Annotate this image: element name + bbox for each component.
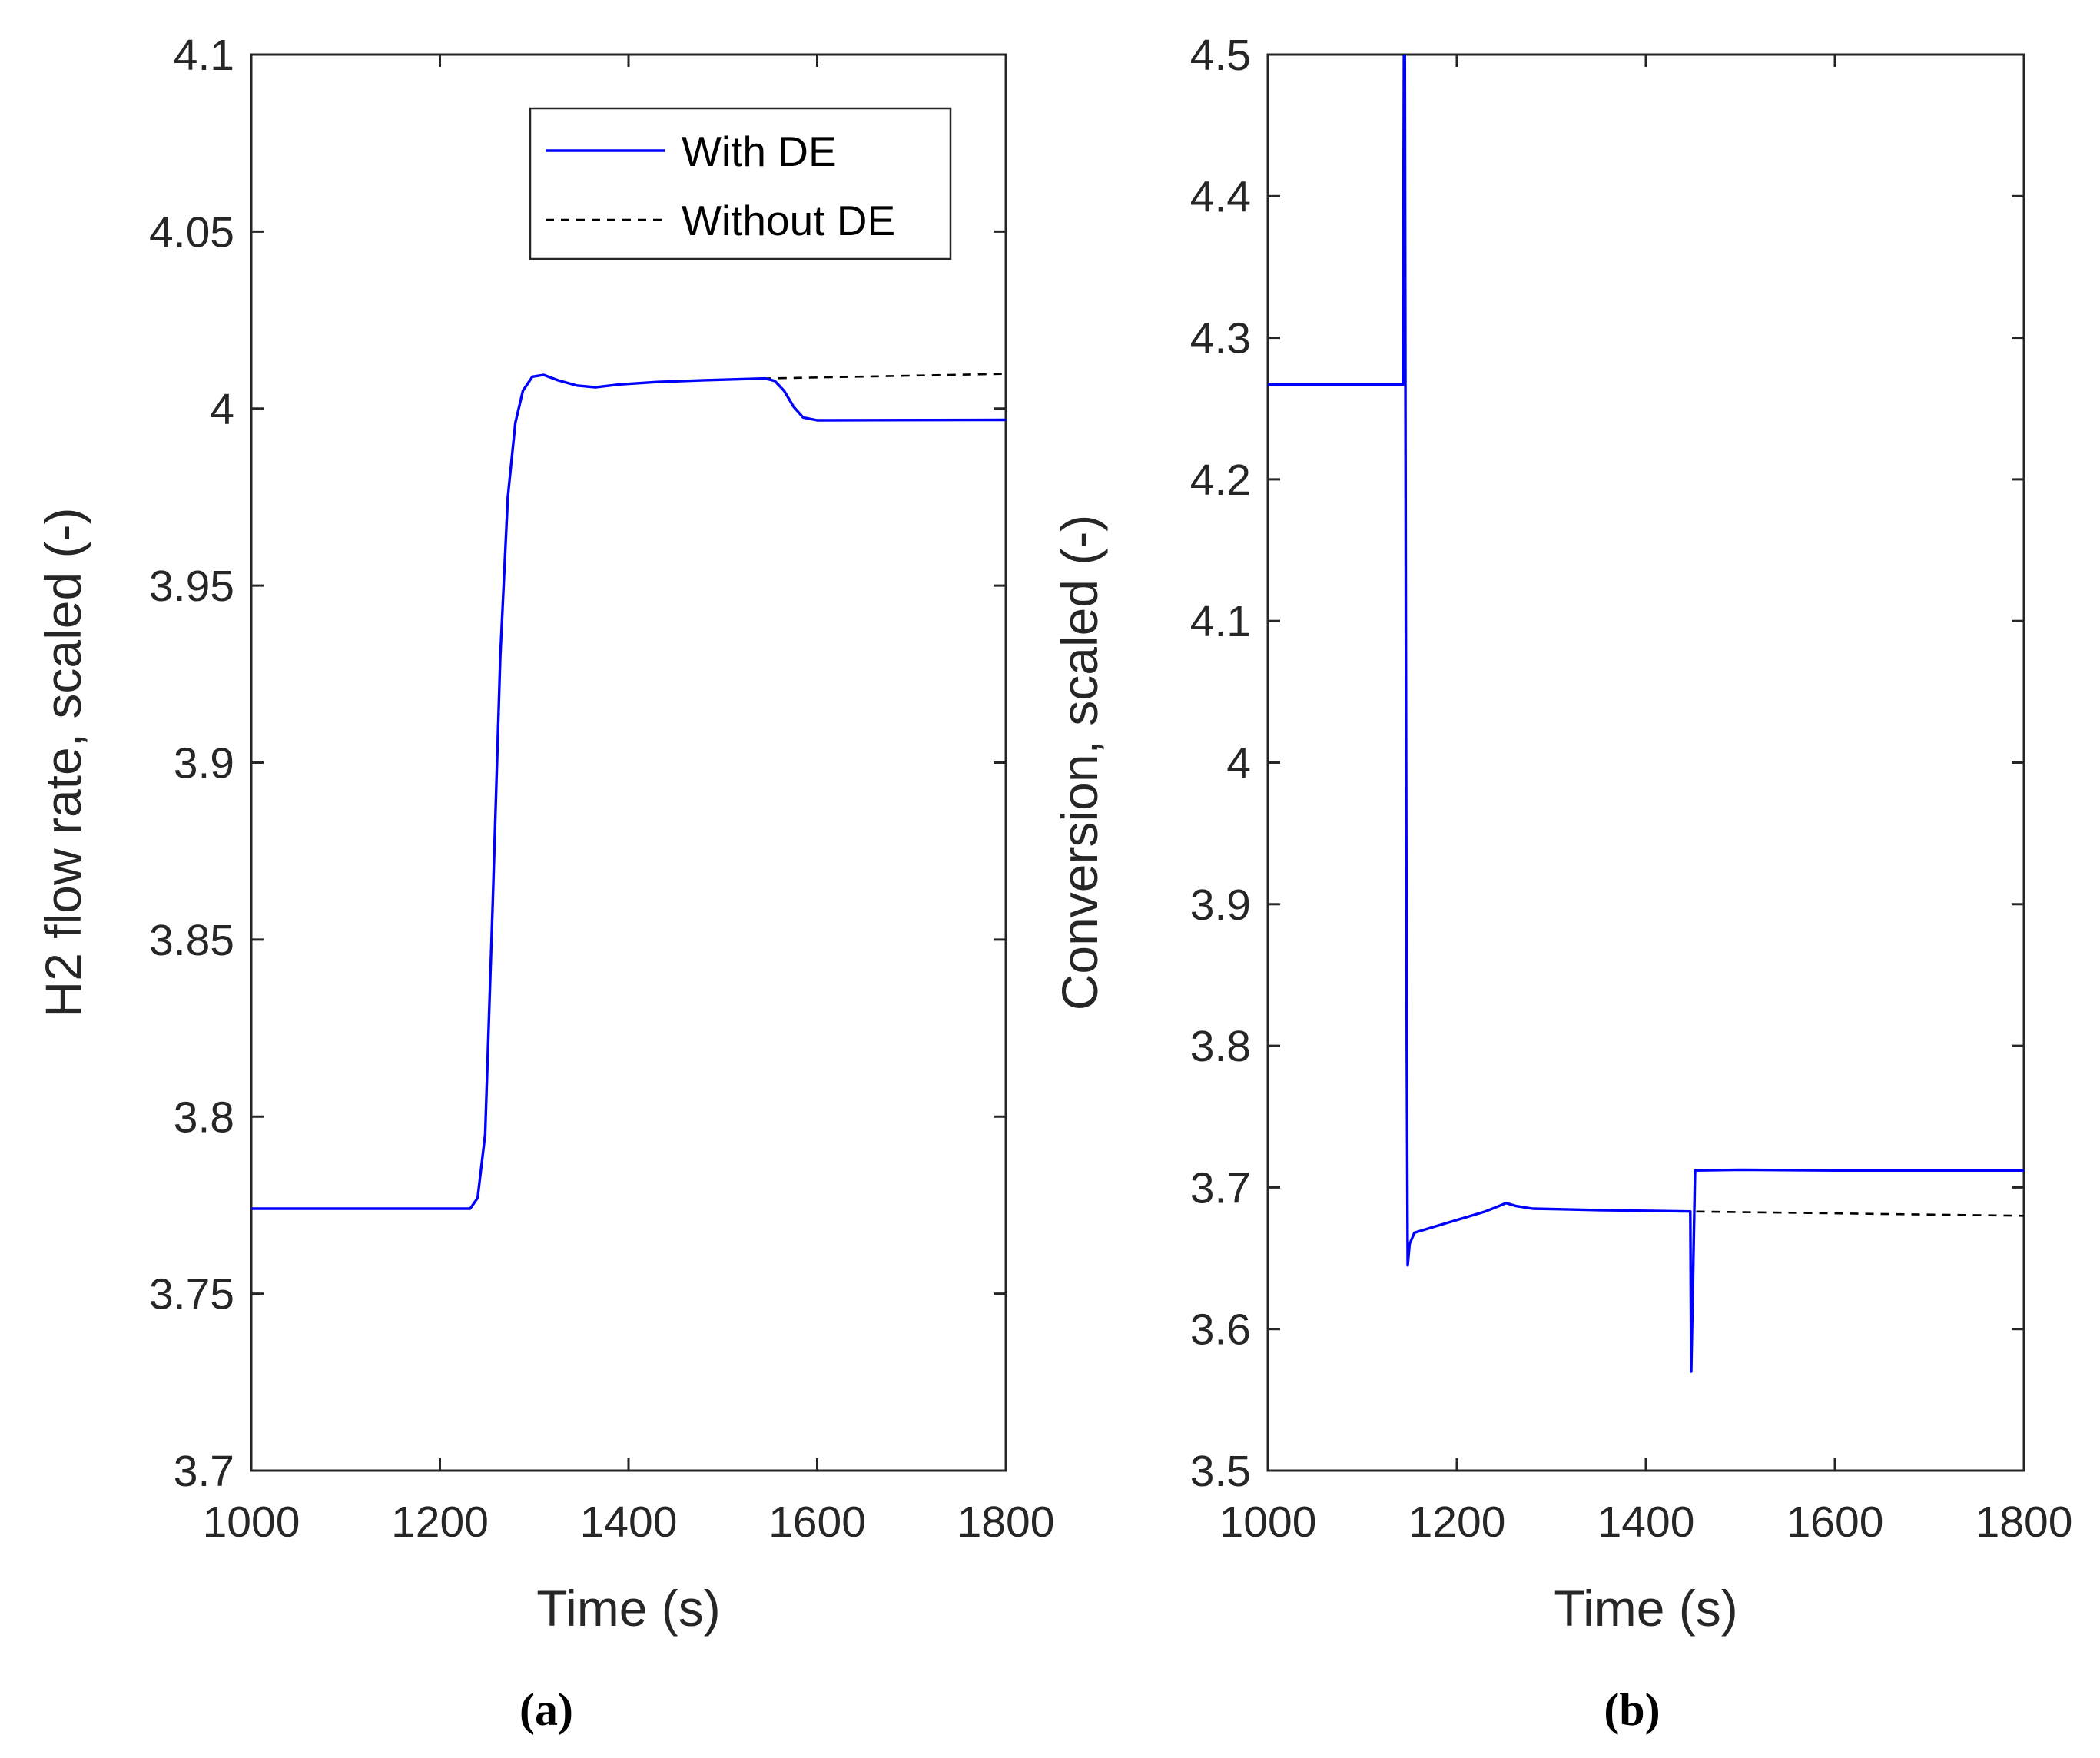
series-with-de-line: [251, 373, 1006, 1210]
y-tick-label: 3.75: [149, 1270, 234, 1319]
sub-caption: (b): [1604, 1684, 1660, 1735]
series-without-de-line: [251, 373, 1006, 1210]
x-tick-label: 1000: [203, 1498, 300, 1547]
legend-box: [529, 107, 952, 260]
legend-label: With DE: [682, 128, 837, 175]
y-tick-label: 3.9: [1190, 881, 1251, 930]
x-axis-label: Time (s): [536, 1580, 721, 1637]
x-tick-label: 1400: [580, 1498, 678, 1547]
y-tick-label: 3.95: [149, 562, 234, 611]
y-tick-label: 4.05: [149, 207, 234, 257]
y-tick-label: 3.8: [174, 1093, 234, 1142]
y-tick-label: 4.1: [1190, 597, 1251, 646]
x-tick-label: 1800: [957, 1498, 1055, 1547]
y-tick-label: 4.5: [1190, 31, 1251, 80]
x-tick-label: 1200: [1408, 1498, 1506, 1547]
y-tick-label: 3.7: [174, 1447, 234, 1496]
x-tick-label: 1000: [1219, 1498, 1317, 1547]
x-tick-label: 1800: [1976, 1498, 2073, 1547]
sub-caption: (a): [519, 1684, 573, 1735]
legend-label: Without DE: [682, 197, 895, 244]
y-tick-label: 4: [1226, 739, 1251, 788]
plot-frame: [1266, 53, 2025, 1472]
y-tick-label: 3.6: [1190, 1305, 1251, 1355]
x-axis-label: Time (s): [1554, 1580, 1738, 1637]
series-with-de-line: [1268, 55, 2024, 1373]
x-tick-label: 1600: [1786, 1498, 1884, 1547]
y-axis-label: H2 flow rate, scaled (-): [35, 508, 91, 1018]
x-tick-label: 1600: [768, 1498, 866, 1547]
x-tick-label: 1400: [1597, 1498, 1695, 1547]
y-tick-label: 3.5: [1190, 1447, 1251, 1496]
y-axis-label: Conversion, scaled (-): [1051, 515, 1108, 1011]
y-tick-label: 3.7: [1190, 1163, 1251, 1212]
y-tick-label: 4: [210, 385, 234, 434]
y-tick-label: 4.3: [1190, 314, 1251, 363]
x-tick-label: 1200: [391, 1498, 489, 1547]
y-tick-label: 3.85: [149, 916, 234, 965]
plot-frame: [250, 53, 1007, 1472]
y-tick-label: 4.4: [1190, 172, 1251, 221]
y-tick-label: 3.9: [174, 739, 234, 788]
series-without-de-line: [1268, 55, 2024, 1267]
y-tick-label: 4.1: [174, 31, 234, 80]
y-tick-label: 4.2: [1190, 456, 1251, 505]
y-tick-label: 3.8: [1190, 1022, 1251, 1071]
